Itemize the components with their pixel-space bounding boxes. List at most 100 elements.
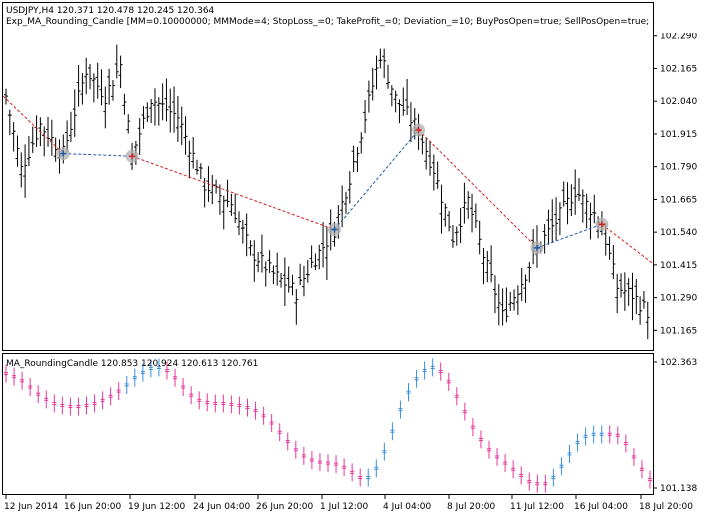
price-bar (88, 63, 93, 90)
price-bar (248, 240, 253, 256)
price-bar (374, 55, 379, 90)
trade-line (2, 95, 64, 154)
ma-candle (253, 401, 258, 420)
ma-candle (575, 433, 580, 452)
price-bar (347, 171, 352, 204)
ma-candle (607, 425, 612, 444)
price-bar (137, 118, 142, 155)
ma-candle (519, 466, 524, 485)
price-bar (271, 265, 276, 285)
price-bar (168, 88, 173, 133)
trade-line (536, 223, 603, 249)
price-bar (107, 68, 112, 105)
price-bar (4, 88, 8, 105)
ma-candle (116, 382, 121, 401)
price-bar (279, 272, 284, 288)
price-bar (512, 289, 517, 311)
ma-candle (615, 426, 620, 445)
price-bar (439, 184, 444, 234)
price-bar (359, 132, 364, 154)
price-bar (626, 278, 631, 306)
ma-candle (639, 460, 644, 479)
time-axis: 12 Jun 2014 16 Jun 20:00 19 Jun 12:00 24 Ju… (4, 495, 693, 512)
price-bar (217, 184, 222, 215)
price-tick-label: 102.040 (660, 97, 697, 107)
price-bar (523, 274, 528, 303)
price-bar (638, 296, 643, 325)
indicator-tick-label: 101.138 (660, 484, 697, 494)
price-tick-label: 102.165 (660, 64, 697, 74)
price-bar (565, 182, 570, 225)
price-bar (508, 291, 513, 311)
ma-candle (197, 391, 202, 410)
ma-candle (527, 472, 532, 491)
price-bar (435, 161, 440, 189)
price-bar (53, 137, 58, 162)
price-bar (550, 199, 555, 243)
price-bar (397, 99, 402, 124)
price-bar (454, 226, 459, 246)
price-bar (80, 73, 85, 105)
ma-candle (205, 393, 210, 412)
price-bar (443, 203, 448, 227)
price-bar (554, 197, 559, 241)
price-bar (286, 266, 291, 293)
time-tick-label: 12 Jun 2014 (4, 502, 58, 512)
price-bar (225, 179, 230, 208)
indicator-panel-marks (4, 358, 652, 493)
ma-candle (599, 425, 604, 444)
time-tick-label: 19 Jun 12:00 (128, 502, 185, 512)
price-bar (645, 301, 650, 340)
ma-candle (245, 398, 250, 417)
price-bar (152, 88, 157, 126)
ma-candle (422, 361, 427, 380)
price-bar (462, 182, 467, 224)
price-bar (569, 184, 574, 217)
price-tick-label: 101.540 (660, 228, 697, 238)
price-bar (305, 259, 310, 283)
ma-candle (511, 460, 516, 479)
ma-candle (237, 396, 242, 415)
price-bar (149, 99, 154, 124)
price-bar (447, 211, 452, 232)
price-bar (577, 178, 581, 201)
ma-candle (213, 394, 218, 413)
price-bar (611, 244, 616, 280)
price-bar (557, 202, 562, 236)
price-bar (26, 136, 31, 167)
price-bar (481, 247, 486, 285)
price-bar (619, 273, 624, 298)
ma-candle (543, 474, 548, 493)
price-bar (313, 253, 318, 271)
price-bar (389, 85, 394, 107)
price-bar (141, 106, 146, 129)
price-bar (229, 193, 234, 216)
price-bar (240, 219, 245, 244)
ma-candle (406, 383, 411, 402)
price-tick-label: 101.790 (660, 163, 697, 173)
ma-candle (446, 372, 451, 391)
price-bar (84, 57, 89, 95)
price-bar (496, 284, 501, 326)
price-bar (30, 126, 35, 153)
ma-candle (398, 400, 403, 419)
price-bar (405, 78, 410, 116)
ma-candle (495, 447, 500, 466)
price-bar (290, 274, 295, 296)
ma-candle (382, 442, 387, 461)
price-bar (160, 83, 165, 121)
header-clip (654, 3, 706, 33)
price-bar (7, 109, 12, 136)
price-bar (641, 290, 646, 309)
ma-candle (374, 459, 379, 478)
ma-candle (583, 427, 588, 446)
price-bar (366, 80, 371, 113)
price-bar (351, 145, 356, 173)
price-bar (126, 114, 131, 134)
price-bar (321, 222, 326, 268)
ma-candle (28, 377, 33, 396)
ma-candle (342, 458, 347, 477)
price-bar (275, 252, 280, 286)
ma-candle (229, 395, 234, 414)
